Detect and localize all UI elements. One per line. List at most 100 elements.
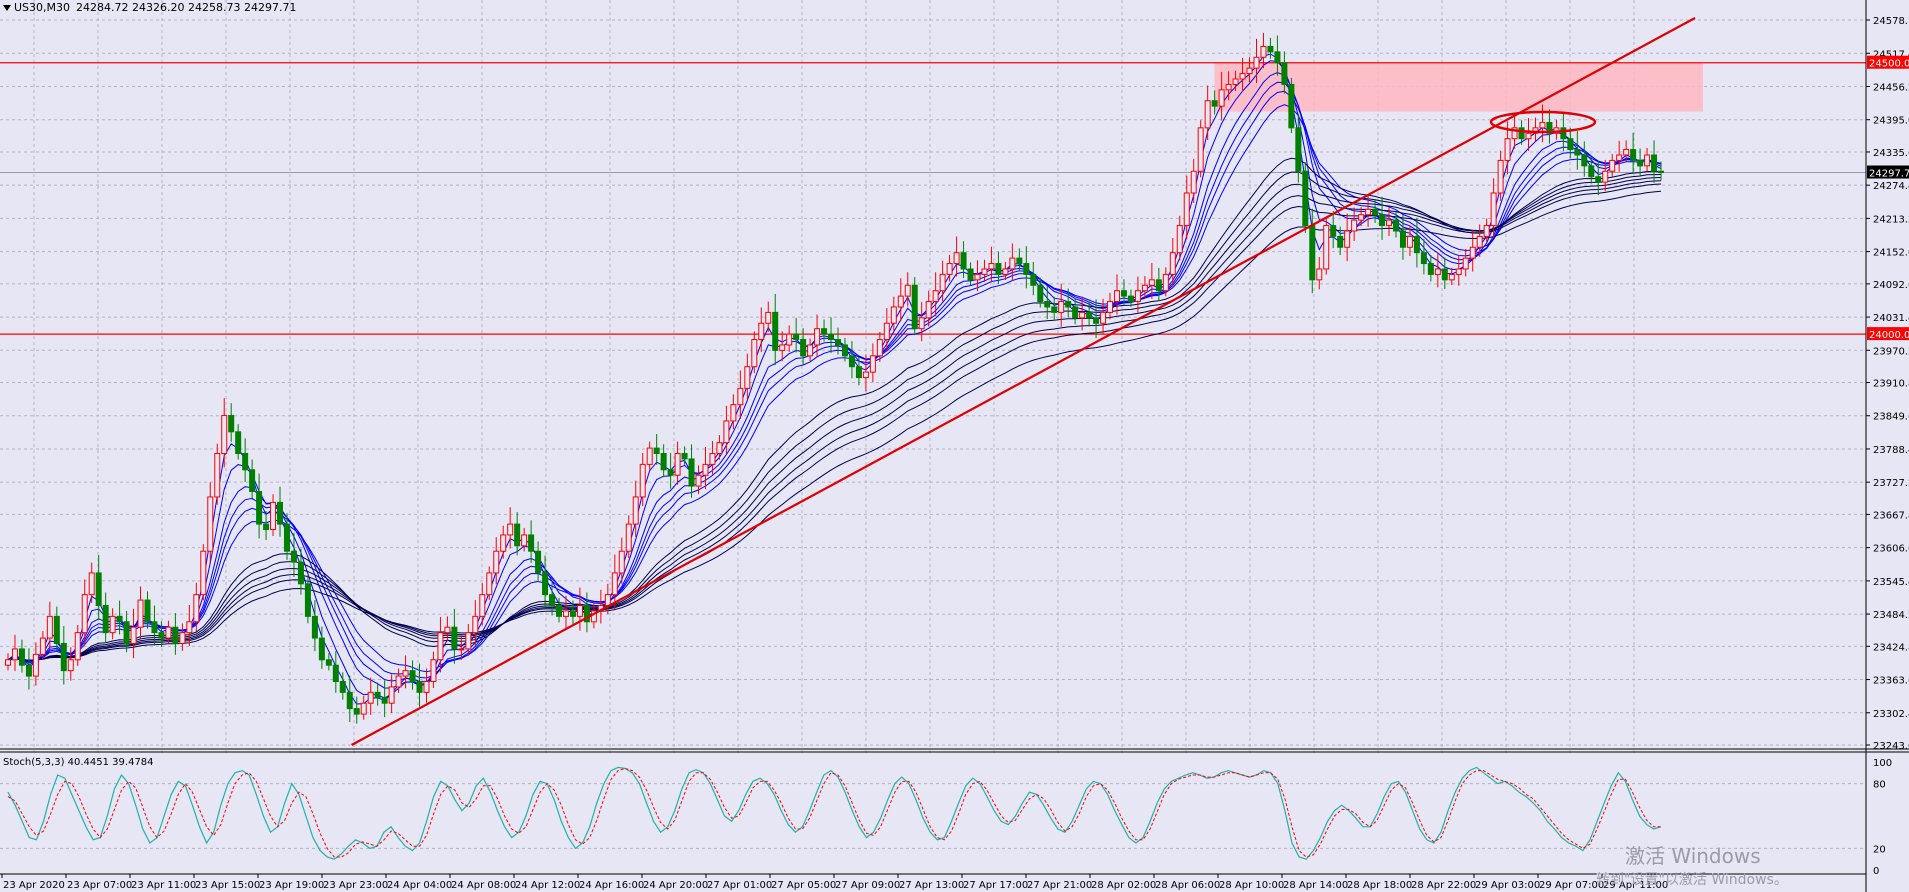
time-tick-label: 29 Apr 07:00 xyxy=(1539,880,1604,891)
candle-body xyxy=(939,273,946,292)
candle-body xyxy=(1100,311,1107,324)
candle-body xyxy=(221,415,228,455)
candle-body xyxy=(1295,127,1302,172)
stoch-level-label: 20 xyxy=(1873,844,1886,855)
candle-body xyxy=(876,339,883,357)
candle-body xyxy=(1483,225,1490,237)
candle-body xyxy=(1560,127,1567,140)
stoch-level-label: 100 xyxy=(1873,758,1892,769)
price-tick-label: 23545.40 xyxy=(1873,577,1909,588)
candle-body xyxy=(869,355,876,373)
candle-body xyxy=(674,453,681,476)
candle-body xyxy=(556,605,563,617)
candle-body xyxy=(1406,235,1413,248)
candle-body xyxy=(1588,165,1595,178)
candle-body xyxy=(130,626,137,644)
time-tick-label: 27 Apr 05:00 xyxy=(771,880,836,891)
resistance-zone-rect xyxy=(1214,62,1703,112)
candle-body xyxy=(60,642,67,672)
candle-body xyxy=(500,534,507,552)
candle-body xyxy=(911,284,918,330)
candle-body xyxy=(402,670,409,677)
candle-body xyxy=(828,333,835,341)
candle-body xyxy=(974,273,981,281)
price-tick-label: 24395.00 xyxy=(1873,116,1909,127)
trendline-segment[interactable] xyxy=(351,17,1696,746)
candle-body xyxy=(270,501,277,531)
candle-body xyxy=(53,615,60,644)
candle-body xyxy=(862,371,869,379)
candle-body xyxy=(1218,89,1225,107)
stoch-level-label: 80 xyxy=(1873,780,1886,791)
candle-body xyxy=(374,691,381,699)
price-tick-label: 24031.40 xyxy=(1873,313,1909,324)
candle-body xyxy=(751,339,758,368)
horizontal-levels xyxy=(0,62,1866,335)
candle-body xyxy=(472,615,479,634)
candle-body xyxy=(200,550,207,596)
candle-body xyxy=(158,632,165,639)
candle-body xyxy=(353,708,360,715)
candle-body xyxy=(848,355,855,368)
candle-body xyxy=(193,594,200,623)
stoch-level-label: 0 xyxy=(1873,866,1879,877)
candle-body xyxy=(890,306,897,324)
candle-body xyxy=(1532,127,1539,134)
level-flag-label: 24500.00 xyxy=(1869,59,1909,70)
candle-body xyxy=(242,453,249,471)
candle-body xyxy=(646,447,653,465)
candle-body xyxy=(1574,149,1581,156)
grid xyxy=(0,0,1866,870)
candle-body xyxy=(1609,159,1616,172)
candle-body xyxy=(137,599,144,628)
candle-body xyxy=(618,550,625,574)
candle-body xyxy=(932,290,939,303)
dropdown-triangle-icon[interactable] xyxy=(3,5,11,11)
candle-body xyxy=(793,333,800,341)
candle-body xyxy=(1546,121,1553,134)
candle-body xyxy=(765,311,772,324)
ma-line xyxy=(7,180,1662,661)
candle-body xyxy=(360,702,367,715)
current-price-flag xyxy=(1867,165,1909,179)
candle-body xyxy=(835,339,841,346)
ma-line xyxy=(7,190,1662,661)
candle-body xyxy=(388,686,395,704)
candle-body xyxy=(1630,149,1637,161)
candle-body xyxy=(1386,219,1393,227)
candle-body xyxy=(1134,290,1141,303)
candle-body xyxy=(1567,138,1574,151)
candle-body xyxy=(1469,246,1476,259)
candle-body xyxy=(946,263,953,275)
candle-body xyxy=(904,284,911,297)
candle-body xyxy=(772,311,779,351)
time-tick-label: 23 Apr 11:00 xyxy=(131,880,196,891)
candle-body xyxy=(695,474,702,487)
candle-body xyxy=(381,697,388,704)
trendline[interactable] xyxy=(351,17,1696,746)
time-tick-label: 27 Apr 17:00 xyxy=(963,880,1028,891)
candle-body xyxy=(737,387,744,406)
candle-body xyxy=(1358,214,1365,221)
candle-body xyxy=(1065,301,1072,308)
candle-body xyxy=(807,344,814,357)
candle-body xyxy=(207,496,214,552)
candle-body xyxy=(1044,301,1051,308)
candle-body xyxy=(1518,127,1525,140)
candle-body xyxy=(95,572,102,607)
moving-average-ribbon xyxy=(7,53,1662,705)
level-flag-label: 24000.00 xyxy=(1869,330,1909,341)
candle-body xyxy=(611,572,618,596)
ma-line xyxy=(7,81,1662,682)
candle-body xyxy=(1420,252,1427,265)
candle-body xyxy=(1253,56,1260,69)
candle-body xyxy=(46,615,53,639)
time-tick-label: 23 Apr 2020 xyxy=(3,880,65,891)
candle-body xyxy=(1148,279,1155,286)
price-tick-label: 24578.70 xyxy=(1873,16,1909,27)
symbol-header: US30,M30 xyxy=(14,1,70,14)
candle-body xyxy=(332,664,339,682)
candle-body xyxy=(1030,273,1037,286)
